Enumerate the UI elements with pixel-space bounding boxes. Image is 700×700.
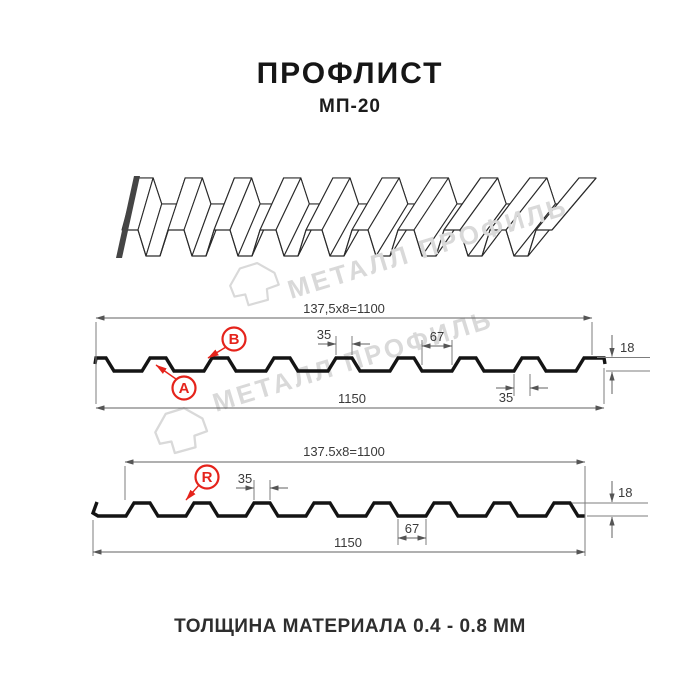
- side-a-marker: [171, 375, 197, 401]
- dim-height-bottom: 18: [618, 485, 632, 500]
- metal-profil-logo-watermark: [154, 407, 209, 455]
- dim-overall-top: 1150: [338, 391, 366, 406]
- sheet-right-edge: [551, 177, 597, 231]
- profile-outline-bottom: [90, 501, 585, 518]
- metal-profil-logo-watermark: [229, 262, 280, 307]
- sheet-3d-view: [116, 176, 597, 258]
- dimensions-bottom-profile: 137.5x8=1100 1150 35 67 18: [92, 444, 648, 556]
- dim-height-top: 18: [620, 340, 634, 355]
- dim-valley-width-top: 67: [430, 329, 444, 344]
- sheet-cut-edge: [116, 176, 140, 258]
- side-labels-top: A B: [155, 326, 247, 401]
- dim-rib-top-width: 35: [317, 327, 331, 342]
- dim-valley-width-bottom: 67: [405, 521, 419, 536]
- side-r-marker: [194, 464, 220, 490]
- cross-section-top: 137,5x8=1100 1150 35 67 35 18 A B: [93, 301, 650, 411]
- side-a-label: A: [179, 380, 190, 397]
- side-b-label: B: [229, 331, 240, 348]
- dim-overall-bottom: 1150: [334, 535, 362, 550]
- profile-model-name: МП-20: [319, 96, 381, 117]
- dimensions-top-profile: 137,5x8=1100 1150 35 67 35 18: [95, 301, 650, 411]
- side-b-marker: [221, 326, 247, 352]
- dim-rib-top-width-bottom: 35: [238, 471, 252, 486]
- dim-coverage-top: 137,5x8=1100: [303, 301, 385, 316]
- side-labels-bottom: R: [185, 464, 220, 501]
- profile-outline-top: [93, 356, 607, 373]
- side-r-label: R: [202, 469, 213, 486]
- sheet-front-edge: [122, 229, 552, 257]
- cross-section-bottom: 137.5x8=1100 1150 35 67 18 R: [90, 444, 648, 556]
- material-thickness-note: ТОЛЩИНА МАТЕРИАЛА 0.4 - 0.8 ММ: [174, 616, 526, 637]
- dim-rib-bottom-width: 35: [499, 390, 513, 405]
- page-title: ПРОФЛИСТ: [256, 57, 444, 90]
- dim-coverage-bottom: 137.5x8=1100: [303, 444, 385, 459]
